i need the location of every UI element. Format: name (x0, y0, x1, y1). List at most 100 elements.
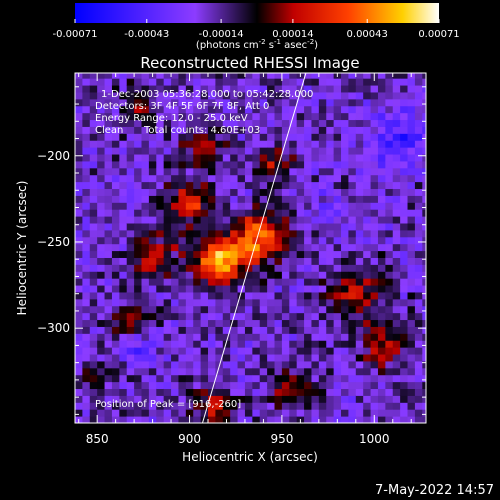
heatmap-cell (156, 340, 165, 348)
heatmap-cell (75, 209, 83, 217)
heatmap-cell (274, 85, 283, 93)
heatmap-cell (304, 388, 312, 396)
colorbar-tick-label: -0.00071 (53, 29, 98, 40)
heatmap-cell (311, 133, 320, 141)
heatmap-cell (185, 105, 194, 114)
heatmap-cell (326, 291, 335, 300)
heatmap-cell (400, 202, 409, 210)
heatmap-cell (252, 285, 261, 293)
heatmap-cell (407, 333, 416, 341)
heatmap-cell (244, 298, 253, 307)
heatmap-cell (97, 98, 106, 107)
heatmap-cell (141, 140, 150, 148)
heatmap-cell (111, 305, 120, 314)
heatmap-cell (281, 188, 290, 196)
heatmap-cell (82, 388, 91, 396)
heatmap-cell (355, 312, 364, 321)
heatmap-cell (244, 278, 253, 286)
heatmap-cell (171, 340, 179, 348)
heatmap-cell (348, 381, 357, 390)
heatmap-cell (185, 257, 194, 265)
heatmap-cell (244, 367, 253, 376)
heatmap-cell (348, 333, 357, 341)
heatmap-cell (163, 73, 172, 79)
heatmap-cell (385, 181, 394, 190)
heatmap-cell (141, 119, 150, 127)
heatmap-cell (126, 105, 135, 114)
heatmap-cell (193, 298, 202, 307)
heatmap-cell (134, 85, 143, 93)
heatmap-cell (363, 333, 372, 341)
heatmap-cell (355, 388, 364, 396)
heatmap-cell (230, 278, 239, 286)
heatmap-cell (304, 264, 312, 272)
heatmap-cell (274, 98, 283, 107)
heatmap-cell (97, 395, 106, 403)
heatmap-cell (326, 416, 335, 423)
heatmap-cell (355, 229, 364, 238)
heatmap-cell (134, 209, 143, 217)
heatmap-cell (407, 154, 416, 162)
heatmap-cell (134, 367, 143, 376)
x-tick-label: 950 (270, 432, 293, 446)
heatmap-cell (141, 167, 150, 176)
heatmap-cell (377, 347, 386, 355)
heatmap-cell (89, 243, 98, 252)
heatmap-cell (230, 285, 239, 293)
heatmap-cell (148, 229, 157, 238)
heatmap-cell (89, 360, 98, 369)
heatmap-cell (341, 140, 349, 148)
heatmap-cell (289, 298, 298, 307)
heatmap-cell (237, 271, 246, 279)
heatmap-cell (281, 216, 290, 224)
heatmap-cell (244, 416, 253, 423)
heatmap-cell (141, 133, 150, 141)
heatmap-cell (333, 91, 342, 100)
heatmap-cell (222, 264, 231, 272)
heatmap-cell (171, 409, 179, 417)
heatmap-cell (274, 202, 283, 210)
heatmap-cell (171, 257, 179, 265)
heatmap-cell (318, 78, 327, 86)
heatmap-cell (89, 402, 98, 410)
heatmap-cell (289, 326, 298, 334)
heatmap-cell (237, 285, 246, 293)
heatmap-cell (111, 243, 120, 252)
heatmap-cell (185, 319, 194, 327)
colorbar (75, 3, 439, 23)
heatmap-cell (296, 195, 305, 203)
heatmap-cell (348, 223, 357, 231)
heatmap-cell (289, 278, 298, 286)
heatmap-cell (267, 202, 276, 210)
heatmap-cell (156, 236, 165, 245)
heatmap-cell (274, 291, 283, 300)
heatmap-cell (222, 98, 231, 107)
heatmap-cell (348, 229, 357, 238)
heatmap-cell (385, 285, 394, 293)
heatmap-cell (377, 98, 386, 107)
heatmap-cell (97, 278, 106, 286)
heatmap-cell (215, 112, 224, 121)
heatmap-cell (333, 98, 342, 107)
heatmap-cell (355, 147, 364, 155)
heatmap-cell (178, 333, 187, 341)
heatmap-cell (119, 402, 128, 410)
heatmap-cell (385, 347, 394, 355)
heatmap-cell (119, 257, 128, 265)
heatmap-cell (134, 160, 143, 169)
heatmap-cell (75, 395, 83, 403)
heatmap-cell (296, 298, 305, 307)
heatmap-cell (355, 188, 364, 196)
heatmap-cell (341, 119, 349, 127)
heatmap-cell (370, 278, 379, 286)
heatmap-cell (311, 305, 320, 314)
heatmap-cell (252, 119, 261, 127)
heatmap-cell (311, 181, 320, 190)
heatmap-cell (208, 250, 216, 258)
heatmap-cell (119, 154, 128, 162)
heatmap-cell (237, 209, 246, 217)
heatmap-cell (200, 326, 209, 334)
heatmap-cell (252, 305, 261, 314)
heatmap-cell (244, 271, 253, 279)
heatmap-cell (333, 209, 342, 217)
